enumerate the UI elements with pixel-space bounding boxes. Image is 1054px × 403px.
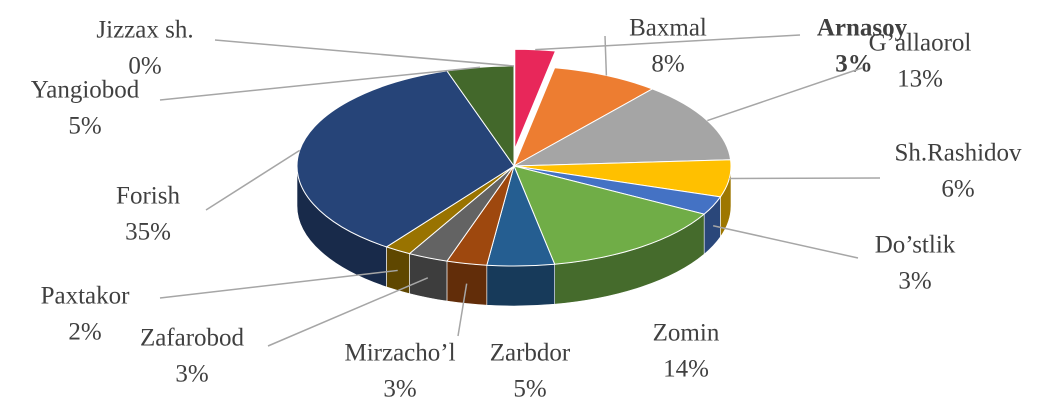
slice-side: [446, 260, 488, 306]
slice-label: Jizzax sh.: [96, 17, 193, 44]
slice: [512, 67, 654, 168]
slice-side: [409, 253, 448, 302]
slice-label: Paxtakor: [41, 283, 131, 310]
slice-value-label: 5%: [68, 113, 101, 140]
slice-value-label: 0%: [128, 53, 161, 80]
slice-value-label: 3%: [175, 361, 208, 388]
slice-value-label: 13%: [897, 66, 943, 93]
slice-value-label: 35%: [125, 219, 171, 246]
slice-value-label: 2%: [68, 319, 101, 346]
leader-line: [604, 35, 608, 76]
slice-label: Forish: [116, 183, 180, 210]
leader-line: [457, 283, 468, 337]
slice-label: Yangiobod: [31, 77, 140, 104]
slice-label: Mirzacho’l: [344, 340, 455, 367]
leader-line: [712, 224, 859, 259]
slice: [296, 70, 515, 248]
slice-value-label: 14%: [663, 356, 709, 383]
leader-line: [729, 177, 881, 180]
leader-line: [535, 34, 801, 51]
slice: [513, 165, 706, 265]
pie-sides: [296, 165, 732, 307]
slice-label: G’allaorol: [869, 30, 972, 57]
slice-value-label: 3%: [835, 51, 873, 78]
slice-value-label: 8%: [651, 51, 684, 78]
slice-label: Do’stlik: [875, 232, 956, 259]
leader-line: [205, 149, 301, 211]
slice: [513, 88, 732, 167]
slice-value-label: 3%: [383, 376, 416, 403]
leader-line: [159, 66, 481, 101]
leader-line: [214, 39, 515, 67]
slice-label: Arnasoy: [817, 15, 908, 42]
slice-label: Zomin: [653, 320, 720, 347]
slice-value-label: 5%: [513, 376, 546, 403]
leader-line: [159, 269, 398, 299]
slice-label: Zarbdor: [490, 340, 571, 367]
slice-value-label: 3%: [898, 268, 931, 295]
slice-label: Baxmal: [629, 15, 707, 42]
pie-tops: [296, 48, 732, 267]
leader-line: [707, 67, 863, 122]
leader-line: [267, 277, 429, 347]
slice-value-label: 6%: [941, 176, 974, 203]
slice-label: Zafarobod: [140, 325, 245, 352]
slice-side: [486, 263, 555, 307]
slice-label: Sh.Rashidov: [894, 140, 1022, 167]
